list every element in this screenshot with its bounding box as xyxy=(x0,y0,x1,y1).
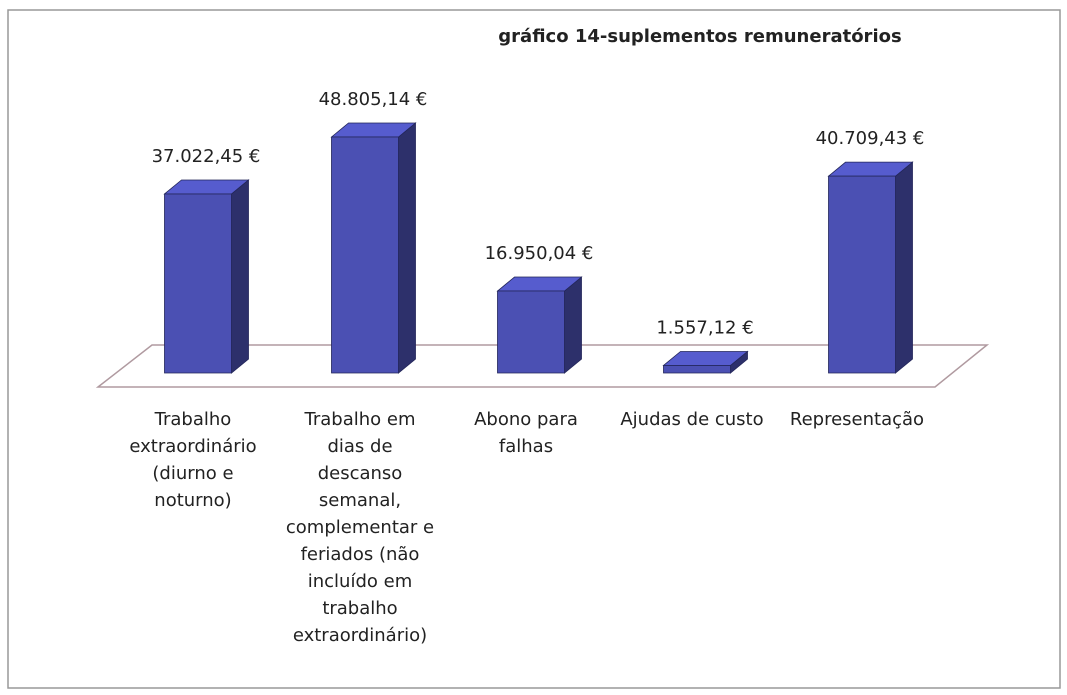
bar-front xyxy=(164,193,232,374)
value-label: 48.805,14 € xyxy=(319,89,428,110)
category-label: Representação xyxy=(789,409,925,430)
bar xyxy=(827,161,914,374)
category-label: Ajudas de custo xyxy=(620,409,764,430)
bar xyxy=(496,276,583,374)
bar-front xyxy=(828,175,896,374)
bar-front xyxy=(331,136,399,374)
value-label: 40.709,43 € xyxy=(816,128,925,149)
bar-front xyxy=(497,290,565,374)
category-label: Abono para falhas xyxy=(474,409,578,457)
category-label: Trabalho extraordinário (diurno e noturn… xyxy=(129,409,257,511)
bar xyxy=(163,179,250,374)
chart-title: gráfico 14-suplementos remuneratórios xyxy=(498,26,901,47)
bar-side xyxy=(398,122,416,374)
category-label: Trabalho em dias de descanso semanal, co… xyxy=(285,409,435,646)
bar xyxy=(662,350,749,374)
bar xyxy=(330,122,417,374)
bar-side xyxy=(564,276,582,374)
value-label: 37.022,45 € xyxy=(152,146,261,167)
value-label: 1.557,12 € xyxy=(656,317,753,338)
bar-front xyxy=(663,365,731,374)
bar-side xyxy=(231,179,249,374)
value-label: 16.950,04 € xyxy=(485,243,594,264)
frame xyxy=(7,9,1061,689)
bar-side xyxy=(895,161,913,374)
